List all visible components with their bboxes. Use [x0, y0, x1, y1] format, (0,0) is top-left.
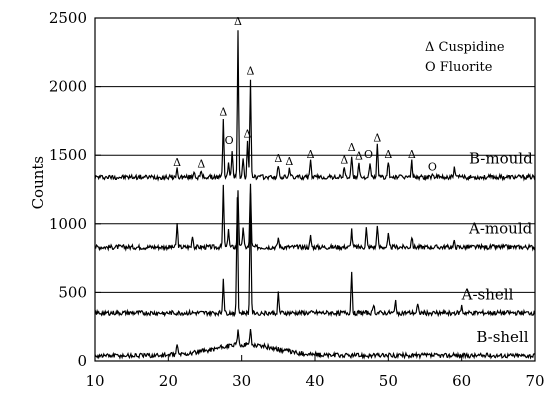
fluorite-marker: O	[364, 148, 373, 161]
x-tick-label: 40	[305, 372, 324, 390]
x-tick-label: 20	[159, 372, 178, 390]
cuspidine-marker: Δ	[244, 127, 252, 140]
cuspidine-marker: Δ	[348, 141, 356, 154]
cuspidine-marker: Δ	[219, 105, 227, 118]
series-label-b-shell: B-shell	[476, 328, 528, 346]
legend-entry-fluorite: O Fluorite	[425, 60, 493, 75]
fluorite-marker: O	[225, 134, 234, 147]
cuspidine-marker: Δ	[234, 15, 242, 28]
series-label-a-mould: A-mould	[468, 219, 533, 237]
cuspidine-marker: Δ	[285, 155, 293, 168]
x-tick-label: 60	[452, 372, 471, 390]
x-tick-label: 30	[232, 372, 251, 390]
cuspidine-marker: Δ	[355, 149, 363, 162]
y-tick-label: 2000	[49, 78, 87, 96]
cuspidine-marker: Δ	[197, 158, 205, 171]
legend: Δ Cuspidine O Fluorite	[425, 40, 505, 75]
series-label-a-shell: A-shell	[461, 285, 514, 303]
y-axis-title: Counts	[29, 156, 47, 210]
cuspidine-marker: Δ	[340, 153, 348, 166]
cuspidine-marker: Δ	[173, 156, 181, 169]
fluorite-marker: O	[428, 160, 437, 173]
y-tick-label: 1000	[49, 215, 87, 233]
cuspidine-marker: Δ	[274, 152, 282, 165]
series-trace-b-mould	[94, 30, 536, 182]
x-tick-label: 10	[85, 372, 104, 390]
axis-ticks: 0 500 1000 1500 2000 2500 10 20 30 40 50 60 70	[49, 9, 545, 390]
series-trace-a-mould	[94, 183, 536, 252]
y-tick-label: 2500	[49, 9, 87, 27]
series-label-b-mould: B-mould	[469, 149, 533, 167]
cuspidine-marker: Δ	[373, 131, 381, 144]
legend-entry-cuspidine: Δ Cuspidine	[425, 40, 505, 55]
series-trace-a-shell	[94, 193, 536, 318]
series-labels: B-mould A-mould A-shell B-shell	[461, 149, 533, 345]
x-tick-label: 50	[379, 372, 398, 390]
x-tick-label: 70	[525, 372, 544, 390]
y-tick-label: 1500	[49, 146, 87, 164]
series-trace-b-shell	[94, 329, 536, 360]
cuspidine-marker: Δ	[246, 64, 254, 77]
y-tick-label: 0	[77, 352, 87, 370]
grid-lines	[95, 86, 535, 293]
cuspidine-marker: Δ	[408, 148, 416, 161]
cuspidine-marker: Δ	[307, 148, 315, 161]
y-tick-label: 500	[58, 283, 87, 301]
cuspidine-marker: Δ	[384, 148, 392, 161]
series-traces	[94, 30, 536, 360]
